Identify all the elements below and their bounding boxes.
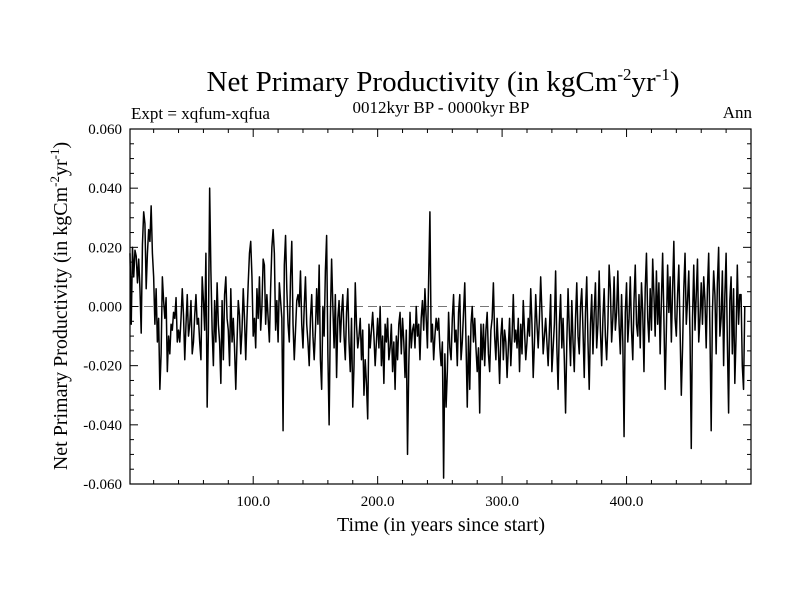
y-tick-label: -0.060	[83, 477, 122, 493]
x-tick-label: 300.0	[485, 494, 519, 510]
y-tick-label: 0.020	[88, 240, 122, 256]
plot-frame	[129, 128, 752, 485]
x-tick-label: 200.0	[361, 494, 395, 510]
y-tick-label: 0.040	[88, 181, 122, 197]
series-layer	[129, 187, 746, 479]
experiment-label: Expt = xqfum-xqfua	[131, 104, 270, 123]
y-tick-label: 0.000	[88, 300, 122, 316]
season-label: Ann	[723, 103, 753, 122]
x-axis-label: Time (in years since start)	[337, 514, 545, 536]
y-axis-label: Net Primary Productivity (in kgCm-2yr-1)	[47, 142, 72, 470]
chart-title: Net Primary Productivity (in kgCm-2yr-1)	[207, 65, 680, 98]
x-tick-label: 400.0	[610, 494, 644, 510]
period-label: 0012kyr BP - 0000kyr BP	[353, 98, 530, 117]
axis-ticks: 100.0 200.0 300.0 400.0 -0.060 -0.040 -0.020 0.…	[83, 122, 751, 510]
y-tick-label: -0.020	[83, 359, 122, 375]
series-line-npp-anomaly	[129, 187, 746, 479]
y-tick-label: 0.060	[88, 122, 122, 138]
x-tick-label: 100.0	[236, 494, 270, 510]
y-tick-label: -0.040	[83, 418, 122, 434]
